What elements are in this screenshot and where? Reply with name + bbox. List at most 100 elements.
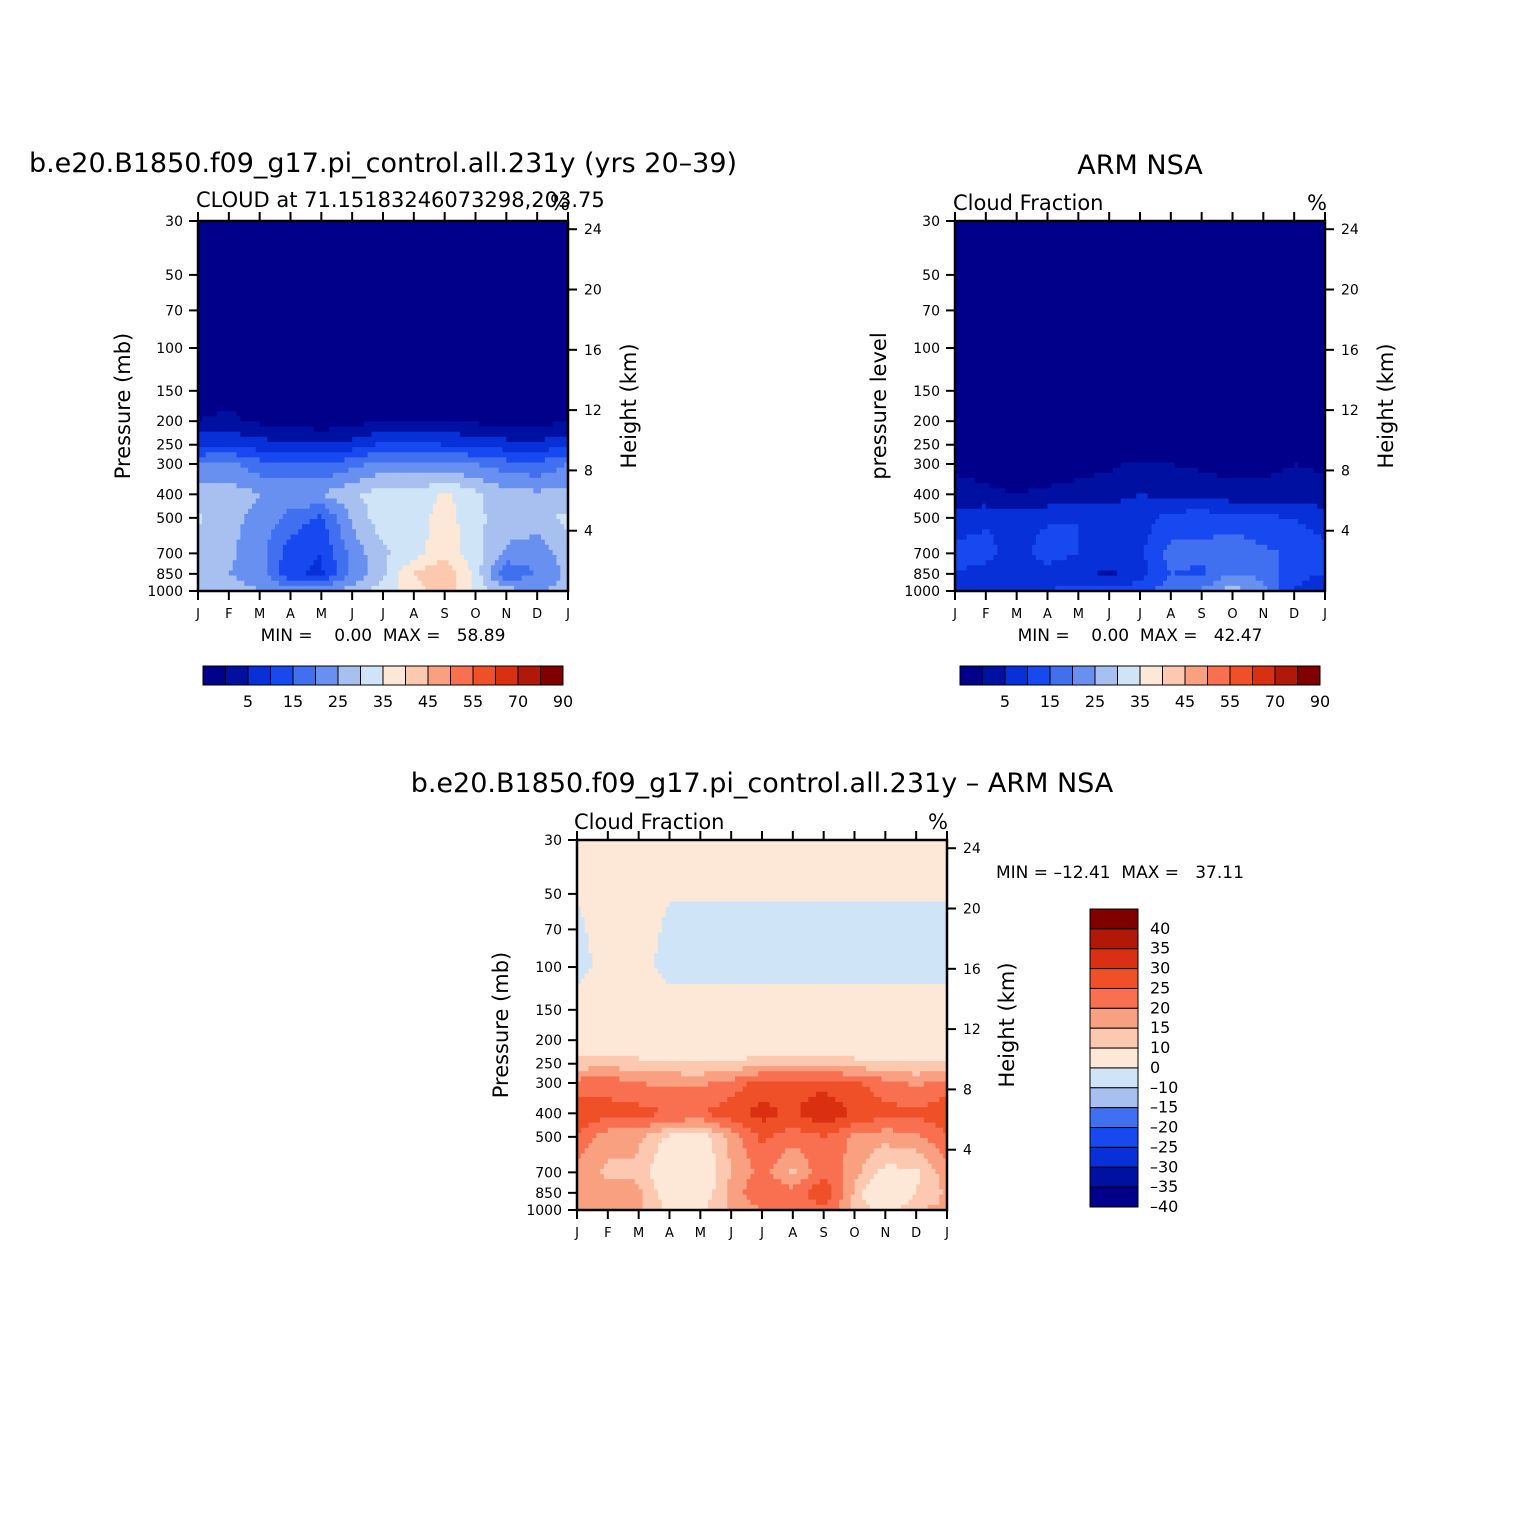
model-cell: [267, 282, 272, 289]
model-cell: [217, 411, 222, 417]
model-cell: [490, 246, 496, 253]
model-cell: [448, 390, 453, 397]
model-cell: [402, 483, 407, 489]
model-cell: [529, 267, 534, 273]
model-cell: [386, 282, 392, 289]
model-cell: [560, 457, 565, 464]
model-cell: [313, 447, 319, 453]
model-cell: [198, 380, 203, 387]
model-cell: [475, 364, 480, 371]
model-cell: [541, 292, 546, 299]
model-cell: [510, 344, 515, 351]
model-cell: [267, 221, 272, 227]
model-cell: [302, 400, 307, 407]
model-cell: [521, 416, 527, 423]
model-cell: [294, 467, 299, 474]
model-cell: [467, 339, 473, 345]
model-cell: [460, 267, 465, 273]
model-cell: [479, 277, 484, 284]
model-cell: [383, 313, 388, 320]
model-cell: [298, 385, 303, 392]
model-cell: [325, 262, 330, 268]
model-cell: [244, 251, 249, 258]
model-cell: [240, 221, 245, 227]
model-cell: [251, 385, 257, 392]
model-cell: [232, 467, 238, 474]
model-cell: [251, 339, 257, 345]
model-cell: [398, 246, 403, 253]
model-cell: [275, 364, 280, 371]
model-cell: [467, 395, 473, 402]
model-cell: [475, 318, 480, 325]
model-cell: [564, 251, 569, 258]
model-cell: [421, 226, 426, 232]
model-cell: [294, 328, 299, 335]
model-cell: [525, 354, 531, 361]
model-cell: [440, 246, 446, 253]
model-cell: [379, 246, 384, 253]
model-cell: [390, 236, 396, 243]
model-cell: [560, 339, 565, 345]
model-cell: [440, 370, 446, 376]
model-cell: [298, 483, 303, 489]
model-cell: [356, 370, 361, 376]
model-cell: [352, 411, 357, 417]
model-cell: [460, 431, 465, 438]
model-cell: [286, 447, 292, 453]
model-cell: [221, 241, 226, 248]
model-cell: [317, 277, 322, 284]
model-cell: [228, 318, 234, 325]
model-cell: [251, 231, 257, 238]
model-cell: [201, 380, 207, 387]
model-cell: [456, 282, 461, 289]
model-cell: [506, 441, 511, 448]
model-cell: [564, 462, 569, 469]
model-cell: [367, 323, 373, 330]
model-cell: [448, 441, 453, 448]
model-cell: [506, 256, 511, 263]
model-cell: [383, 421, 388, 428]
model-cell: [548, 272, 554, 279]
model-cell: [487, 221, 492, 227]
model-cell: [294, 431, 299, 438]
model-cell: [475, 226, 480, 232]
model-cell: [452, 416, 457, 423]
model-cell: [544, 359, 550, 366]
model-cell: [213, 282, 218, 289]
model-cell: [386, 431, 392, 438]
model-cell: [406, 416, 411, 423]
model-cell: [525, 246, 531, 253]
model-cell: [398, 323, 403, 330]
model-cell: [309, 349, 315, 356]
model-cell: [398, 344, 403, 351]
model-cell: [236, 236, 241, 243]
model-cell: [259, 385, 265, 392]
model-cell: [521, 226, 527, 232]
model-cell: [463, 400, 469, 407]
model-cell: [463, 272, 469, 279]
model-cell: [209, 441, 215, 448]
model-cell: [224, 287, 230, 294]
model-cell: [217, 292, 222, 299]
model-cell: [294, 447, 299, 453]
model-cell: [344, 328, 349, 335]
model-cell: [444, 447, 450, 453]
model-cell: [487, 323, 492, 330]
model-cell: [198, 349, 203, 356]
model-cell: [213, 339, 218, 345]
model-cell: [537, 303, 542, 309]
model-cell: [263, 226, 268, 232]
model-cell: [394, 426, 400, 433]
model-cell: [201, 400, 207, 407]
model-cell: [332, 241, 338, 248]
model-cell: [371, 251, 376, 258]
model-cell: [205, 436, 211, 443]
model-cell: [544, 416, 550, 423]
model-cell: [251, 462, 257, 469]
model-cell: [490, 323, 496, 330]
model-cell: [433, 467, 438, 474]
model-cell: [205, 272, 211, 279]
model-cell: [421, 462, 426, 469]
model-cell: [475, 447, 480, 453]
model-cell: [502, 416, 507, 423]
